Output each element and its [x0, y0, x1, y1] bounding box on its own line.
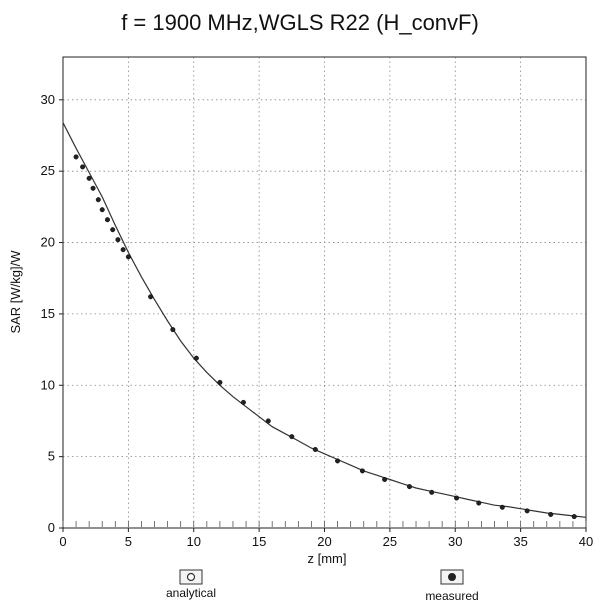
data-point-measured [80, 164, 86, 170]
data-point-measured [335, 458, 341, 464]
data-point-measured [382, 476, 388, 482]
x-axis: 0 5 10 15 20 25 30 35 40 [59, 521, 593, 549]
x-axis-label: z [mm] [308, 551, 347, 566]
data-point-measured [476, 500, 482, 506]
data-point-measured [90, 185, 96, 191]
legend-label-measured: measured [425, 589, 478, 603]
x-tick-label: 15 [252, 534, 266, 549]
data-point-measured [148, 294, 154, 300]
legend-label-analytical: analytical [166, 586, 216, 600]
data-point-measured [406, 484, 412, 490]
x-tick-label: 20 [317, 534, 331, 549]
x-tick-label: 40 [579, 534, 593, 549]
legend: analytical measured [166, 569, 479, 603]
data-point-measured [548, 511, 554, 517]
x-tick-label: 25 [383, 534, 397, 549]
grid [63, 57, 586, 528]
data-point-measured [571, 514, 577, 520]
data-point-measured [95, 197, 101, 203]
y-tick-label: 20 [41, 235, 55, 250]
data-point-measured [289, 434, 295, 440]
data-point-measured [359, 468, 365, 474]
data-point-measured [170, 327, 176, 333]
data-point-measured [265, 418, 271, 424]
data-point-measured [73, 154, 79, 160]
data-point-measured [217, 379, 223, 385]
data-point-measured [524, 508, 530, 514]
x-tick-label: 30 [448, 534, 462, 549]
data-point-measured [115, 237, 121, 243]
data-point-measured [86, 175, 92, 181]
data-point-measured [125, 254, 131, 260]
y-axis-label: SAR [W/kg]/W [8, 250, 23, 334]
y-tick-label: 30 [41, 92, 55, 107]
x-tick-label: 5 [125, 534, 132, 549]
y-tick-label: 5 [48, 449, 55, 464]
filled-circle-icon [448, 573, 456, 581]
x-tick-label: 10 [187, 534, 201, 549]
legend-item-measured[interactable]: measured [425, 569, 479, 603]
data-point-measured [499, 504, 505, 510]
y-tick-label: 10 [41, 377, 55, 392]
y-tick-label: 0 [48, 520, 55, 535]
data-point-measured [99, 207, 105, 213]
data-point-measured [104, 217, 110, 223]
series-line-analytical [62, 122, 587, 518]
data-point-measured [193, 355, 199, 361]
y-axis: 0 5 10 15 20 25 30 [41, 92, 63, 535]
y-tick-label: 25 [41, 163, 55, 178]
y-tick-label: 15 [41, 306, 55, 321]
x-tick-label: 35 [513, 534, 527, 549]
data-point-measured [454, 495, 460, 501]
open-circle-icon [186, 572, 196, 582]
data-point-measured [312, 447, 318, 453]
series-layer [62, 122, 587, 520]
x-tick-label: 0 [59, 534, 66, 549]
legend-item-analytical[interactable]: analytical [166, 569, 216, 600]
data-point-measured [110, 227, 116, 233]
data-point-measured [240, 399, 246, 405]
data-point-measured [120, 247, 126, 253]
chart-title: f = 1900 MHz,WGLS R22 (H_convF) [121, 10, 479, 35]
data-point-measured [429, 489, 435, 495]
